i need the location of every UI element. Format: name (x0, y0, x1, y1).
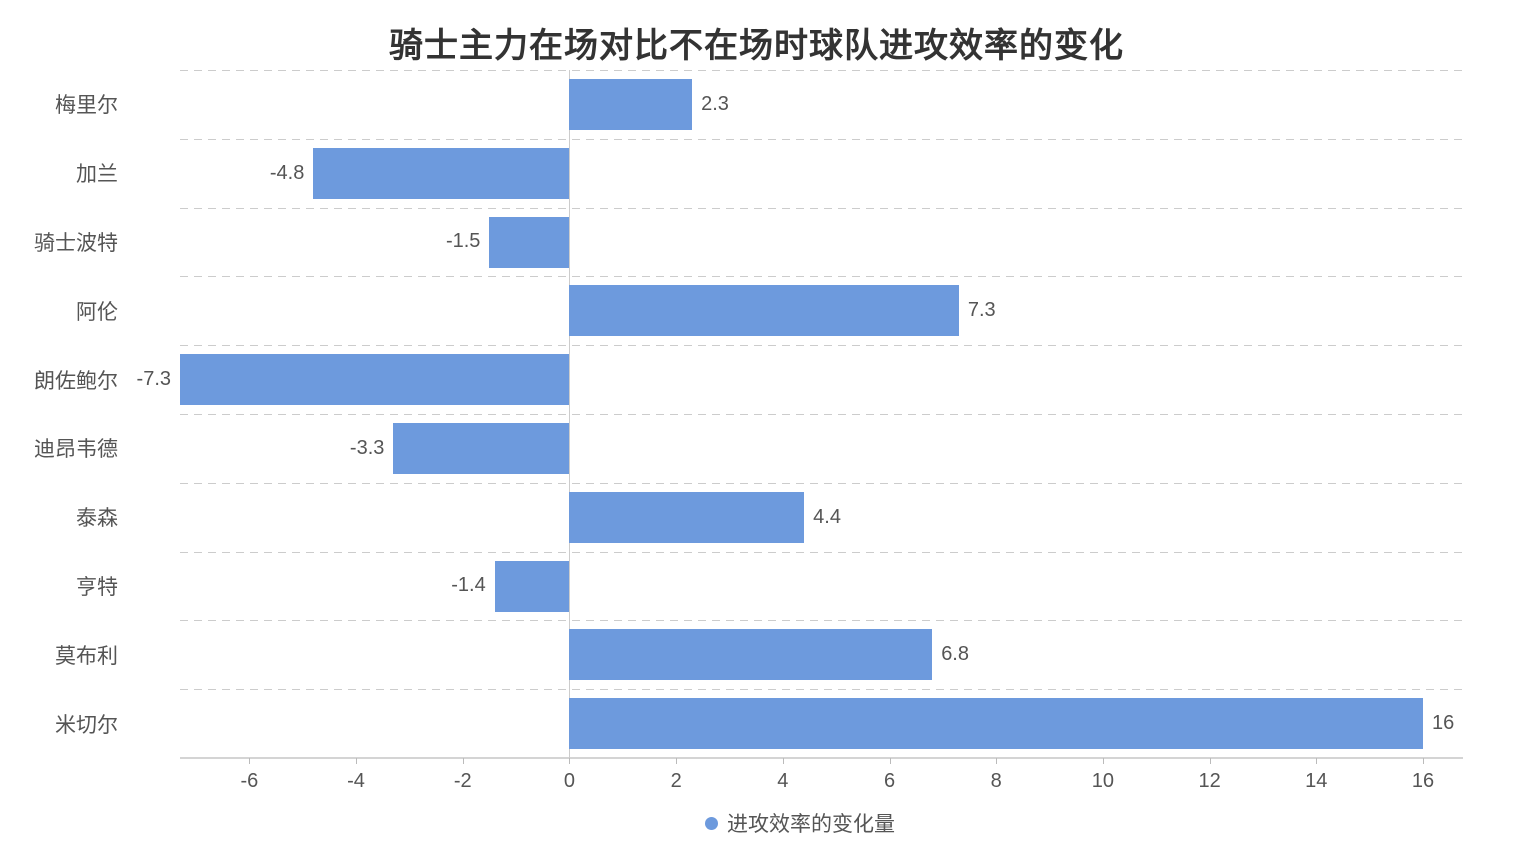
x-axis-tick-label: 12 (1198, 770, 1221, 792)
x-axis-tick (463, 758, 464, 764)
x-axis-tick-label: 0 (563, 770, 575, 792)
legend-item[interactable]: 进攻效率的变化量 (705, 808, 895, 838)
grid-line (180, 345, 1463, 347)
bar[interactable] (569, 698, 1423, 750)
grid-line (180, 551, 1463, 553)
bar[interactable] (569, 78, 693, 130)
category-label: 亨特 (76, 575, 118, 599)
x-axis-tick-label: -6 (240, 770, 259, 792)
x-axis-tick (249, 758, 250, 764)
x-axis-line (180, 757, 1463, 759)
x-axis-tick (569, 758, 570, 764)
x-axis-tick (356, 758, 357, 764)
x-axis-tick-label: -2 (453, 770, 472, 792)
x-axis-tick (890, 758, 891, 764)
bar[interactable] (494, 560, 570, 612)
x-axis-tick-label: -4 (347, 770, 365, 792)
legend-label: 进攻效率的变化量 (727, 813, 895, 836)
bar-value-label: -1.5 (445, 230, 481, 253)
bar-value-label: -3.3 (349, 436, 385, 459)
category-label: 梅里尔 (55, 94, 118, 118)
category-label: 阿伦 (76, 300, 118, 324)
grid-line (180, 482, 1463, 484)
category-label: 加兰 (76, 163, 118, 187)
legend-marker-icon (705, 816, 718, 830)
x-axis-tick-label: 2 (670, 770, 682, 792)
bar-value-label: -7.3 (136, 368, 171, 391)
bar[interactable] (569, 629, 933, 681)
grid-line (180, 689, 1463, 691)
bar[interactable] (569, 285, 959, 337)
x-axis-tick-label: 10 (1091, 770, 1115, 792)
x-axis-tick (1423, 758, 1424, 764)
grid-line (180, 414, 1463, 415)
x-axis-tick (1103, 758, 1104, 764)
category-label: 莫布利 (55, 644, 118, 668)
x-axis-tick (996, 758, 997, 764)
grid-line (180, 70, 1463, 71)
x-axis-tick-label: 8 (990, 770, 1002, 792)
bar[interactable] (313, 147, 570, 199)
grid-line (180, 138, 1463, 140)
grid-line (180, 620, 1463, 622)
category-label: 骑士波特 (34, 231, 118, 255)
bar-value-label: 4.4 (813, 505, 841, 528)
bar-value-label: -1.4 (451, 574, 486, 597)
x-axis-tick (676, 758, 677, 764)
zero-axis-line (569, 70, 570, 758)
bar[interactable] (569, 491, 805, 543)
category-label: 米切尔 (55, 713, 118, 737)
grid-line (180, 207, 1463, 209)
bar-value-label: -4.8 (269, 161, 305, 184)
bar[interactable] (180, 354, 570, 406)
x-axis-tick (783, 758, 784, 764)
x-axis-tick (1210, 758, 1211, 764)
x-axis-tick-label: 6 (883, 770, 896, 792)
x-axis-tick-label: 4 (777, 770, 789, 792)
bar[interactable] (489, 216, 570, 268)
chart-title: 骑士主力在场对比不在场时球队进攻效率的变化 (389, 27, 1124, 65)
category-label: 迪昂韦德 (34, 438, 118, 462)
x-axis-tick-label: 16 (1411, 770, 1435, 792)
x-axis-tick-label: 14 (1305, 770, 1328, 792)
bar-value-label: 6.8 (941, 643, 969, 666)
grid-line (180, 276, 1463, 278)
category-label: 泰森 (76, 507, 118, 531)
category-label: 朗佐鲍尔 (34, 369, 118, 393)
bar[interactable] (393, 422, 570, 474)
x-axis-tick (1316, 758, 1317, 764)
bar-value-label: 16 (1431, 712, 1455, 735)
bar-value-label: 2.3 (701, 92, 729, 115)
bar-value-label: 7.3 (967, 299, 996, 322)
